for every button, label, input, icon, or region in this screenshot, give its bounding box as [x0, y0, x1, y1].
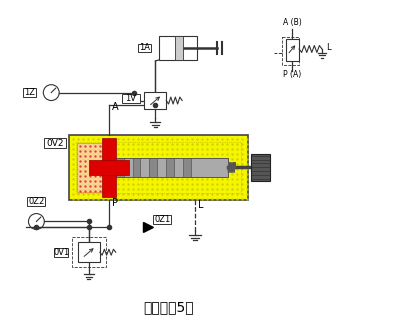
Text: A (B): A (B) — [283, 18, 302, 27]
Text: 1Z: 1Z — [24, 88, 35, 97]
Bar — [121, 94, 139, 103]
Bar — [145, 92, 166, 110]
Text: 1V: 1V — [125, 94, 136, 103]
Bar — [149, 157, 157, 177]
Text: P: P — [112, 198, 118, 208]
Bar — [77, 143, 112, 192]
Text: A: A — [112, 102, 118, 112]
Bar — [116, 157, 123, 177]
Bar — [111, 157, 228, 177]
Bar — [251, 154, 270, 181]
Bar — [175, 36, 183, 60]
Bar — [286, 39, 299, 61]
Bar — [153, 215, 171, 224]
Text: 减压阀（5）: 减压阀（5） — [143, 300, 194, 314]
Polygon shape — [143, 222, 153, 232]
Text: 1A: 1A — [139, 43, 150, 52]
Bar — [54, 248, 68, 257]
Bar — [159, 36, 197, 60]
Bar — [44, 138, 66, 148]
Bar — [69, 135, 248, 200]
Bar — [23, 88, 37, 97]
Bar — [183, 157, 191, 177]
Text: L: L — [326, 43, 331, 52]
Bar — [133, 157, 141, 177]
Bar — [166, 157, 174, 177]
Bar — [137, 44, 151, 52]
Bar — [282, 37, 299, 65]
Text: 0Z1: 0Z1 — [154, 215, 170, 224]
Bar — [102, 138, 116, 197]
Text: 0Z2: 0Z2 — [28, 197, 44, 206]
Text: 0V2: 0V2 — [46, 139, 64, 148]
Text: L: L — [198, 200, 204, 210]
Bar — [78, 242, 100, 262]
Bar — [72, 237, 106, 267]
Bar — [76, 142, 241, 193]
Bar — [27, 197, 45, 206]
Text: 0V1: 0V1 — [53, 248, 69, 257]
Bar — [89, 159, 129, 175]
Text: P (A): P (A) — [283, 70, 301, 79]
